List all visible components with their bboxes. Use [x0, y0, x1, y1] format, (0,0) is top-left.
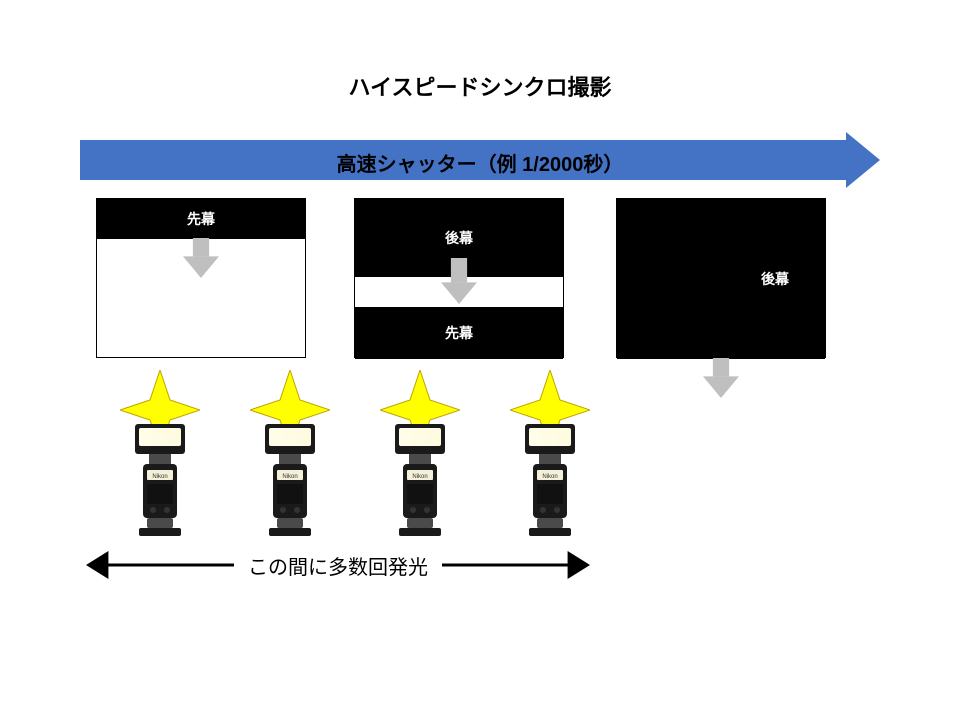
shutter-frame-3: 後幕 — [616, 198, 826, 358]
curtain-label: 後幕 — [617, 199, 825, 359]
timeline-arrow: 高速シャッター（例 1/2000秒） — [80, 140, 880, 180]
down-arrow-icon — [441, 258, 477, 309]
svg-text:Nikon: Nikon — [152, 474, 167, 480]
svg-text:Nikon: Nikon — [282, 474, 297, 480]
flash-unit: Nikon — [389, 418, 451, 543]
svg-text:Nikon: Nikon — [542, 474, 557, 480]
svg-text:Nikon: Nikon — [412, 474, 427, 480]
flash-unit: Nikon — [129, 418, 191, 543]
flash-unit: Nikon — [519, 418, 581, 543]
curtain-label: 先幕 — [97, 199, 305, 239]
flash-unit: Nikon — [259, 418, 321, 543]
timeline-label: 高速シャッター（例 1/2000秒） — [80, 148, 880, 177]
range-label: この間に多数回発光 — [234, 551, 442, 580]
page-title: ハイスピードシンクロ撮影 — [0, 70, 960, 102]
curtain-label: 先幕 — [355, 307, 563, 359]
down-arrow-icon — [703, 358, 739, 403]
down-arrow-icon — [183, 238, 219, 283]
